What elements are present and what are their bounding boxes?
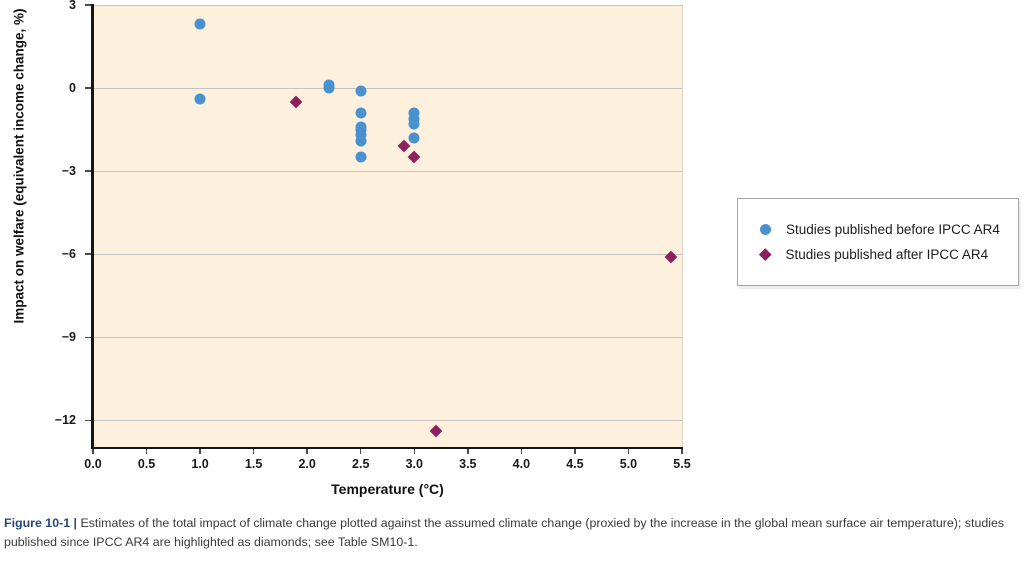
x-tick-label: 4.0 [512,457,531,471]
data-point-diamond [429,425,443,438]
x-tick-mark [520,449,523,454]
legend-box: Studies published before IPCC AR4 Studie… [737,198,1019,286]
data-point-circle [323,79,335,91]
y-tick-label: −9 [61,330,76,345]
data-point-circle [194,18,206,30]
x-tick-label: 3.0 [405,457,423,471]
x-tick-mark [92,449,94,454]
data-point-diamond [397,139,410,153]
x-tick-label: 3.5 [459,457,477,471]
y-tick-mark [85,419,91,422]
x-tick-mark [252,449,255,454]
x-axis-line [91,446,683,449]
x-tick-label: 4.5 [566,457,584,471]
legend-item-after-ar4: Studies published after IPCC AR4 [759,247,1018,262]
y-tick-mark [85,4,91,6]
gridline [93,336,682,338]
x-tick-label: 0.0 [84,457,102,471]
circle-marker-icon [760,224,771,235]
x-tick-mark [413,449,416,454]
y-axis-ticks: 3 0 −3 −6 −9 −12 [0,0,91,448]
figure-caption: Figure 10-1 | Estimates of the total imp… [4,514,1020,552]
gridline [93,419,682,421]
y-tick-label: −3 [61,164,76,179]
legend-label: Studies published before IPCC AR4 [786,222,1000,237]
data-point-circle [355,135,367,147]
legend-item-before-ar4: Studies published before IPCC AR4 [760,222,1018,237]
gridline [93,170,682,172]
legend-label: Studies published after IPCC AR4 [785,247,989,262]
x-tick-label: 5.5 [673,457,691,471]
diamond-marker-icon [759,248,772,261]
x-tick-label: 0.5 [137,457,156,471]
figure-caption-text: Estimates of the total impact of climate… [4,516,1005,549]
gridline [93,4,682,6]
x-tick-mark [199,449,201,454]
x-tick-label: 2.0 [298,457,316,471]
data-point-diamond [290,95,303,109]
x-tick-mark [306,449,308,454]
x-tick-mark [467,449,469,454]
x-tick-mark [681,449,683,454]
y-tick-mark [85,87,91,89]
plot-area [93,4,683,448]
x-tick-label: 2.5 [352,457,370,471]
data-point-circle [194,93,206,105]
figure-caption-label: Figure 10-1 | [4,516,78,530]
y-tick-label: 0 [69,81,76,96]
x-tick-label: 1.5 [244,457,263,471]
data-point-diamond [407,150,421,164]
data-point-circle [355,107,367,119]
x-tick-mark [145,449,148,454]
data-point-circle [355,85,367,97]
x-axis-ticks: 0.0 0.5 1.0 1.5 2.0 2.5 3.0 3.5 4.0 4.5 5.0 5.5 [84,449,691,481]
x-tick-mark [574,449,576,454]
data-point-circle [408,118,420,130]
x-tick-label: 5.0 [619,457,638,471]
data-point-circle [408,107,420,119]
y-tick-label: −12 [54,413,76,428]
data-point-circle [408,113,420,125]
data-point-circle [355,129,367,141]
y-axis-line [91,4,94,449]
x-tick-mark [359,449,362,454]
x-tick-label: 1.0 [191,457,209,471]
data-point-circle [408,132,420,144]
y-tick-mark [85,253,91,255]
data-point-diamond [664,250,678,264]
y-tick-label: −6 [61,247,76,262]
gridline [93,253,682,255]
data-point-circle [355,121,367,133]
gridline [93,87,682,89]
x-tick-mark [627,449,630,454]
x-axis-title: Temperature (°C) [331,481,444,497]
data-point-circle [355,151,367,163]
y-tick-mark [85,170,91,172]
y-tick-mark [85,336,91,338]
y-tick-label: 3 [69,0,76,12]
